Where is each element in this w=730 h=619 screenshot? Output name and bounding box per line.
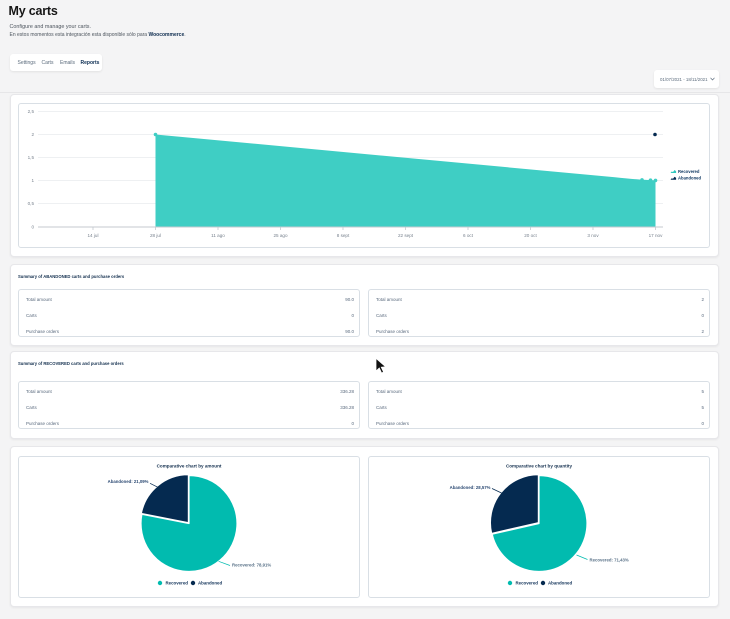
svg-text:25 ago: 25 ago xyxy=(273,233,287,238)
svg-text:Abandoned: Abandoned xyxy=(678,176,701,181)
svg-text:11 ago: 11 ago xyxy=(211,233,225,238)
svg-text:3 nov: 3 nov xyxy=(587,233,599,238)
svg-text:20 oct: 20 oct xyxy=(524,233,537,238)
svg-text:22 sept: 22 sept xyxy=(398,233,414,238)
svg-text:Recovered: Recovered xyxy=(516,581,539,586)
svg-text:Comparative chart by quantity: Comparative chart by quantity xyxy=(506,464,573,469)
svg-text:1: 1 xyxy=(31,178,34,183)
svg-text:Abandoned: Abandoned xyxy=(548,581,572,586)
svg-text:2: 2 xyxy=(31,132,34,137)
svg-text:8 sept: 8 sept xyxy=(337,233,350,238)
svg-text:Abandoned: Abandoned xyxy=(198,581,222,586)
svg-text:Recovered: 78,91%: Recovered: 78,91% xyxy=(232,563,271,568)
svg-text:Comparative chart by amount: Comparative chart by amount xyxy=(157,464,222,469)
svg-text:Recovered: Recovered xyxy=(678,169,700,174)
svg-text:Recovered: 71,43%: Recovered: 71,43% xyxy=(590,558,629,563)
svg-text:0,5: 0,5 xyxy=(28,201,35,206)
svg-text:0: 0 xyxy=(31,225,34,230)
svg-text:Abandoned: 28,57%: Abandoned: 28,57% xyxy=(450,485,491,490)
svg-text:17 nov: 17 nov xyxy=(649,233,663,238)
svg-text:Recovered: Recovered xyxy=(166,581,189,586)
svg-text:2,5: 2,5 xyxy=(28,109,35,114)
svg-text:6 oct: 6 oct xyxy=(463,233,474,238)
svg-text:Abandoned: 21,09%: Abandoned: 21,09% xyxy=(108,479,149,484)
svg-text:14 jul: 14 jul xyxy=(88,233,99,238)
svg-text:28 jul: 28 jul xyxy=(150,233,161,238)
svg-text:1,5: 1,5 xyxy=(28,155,35,160)
